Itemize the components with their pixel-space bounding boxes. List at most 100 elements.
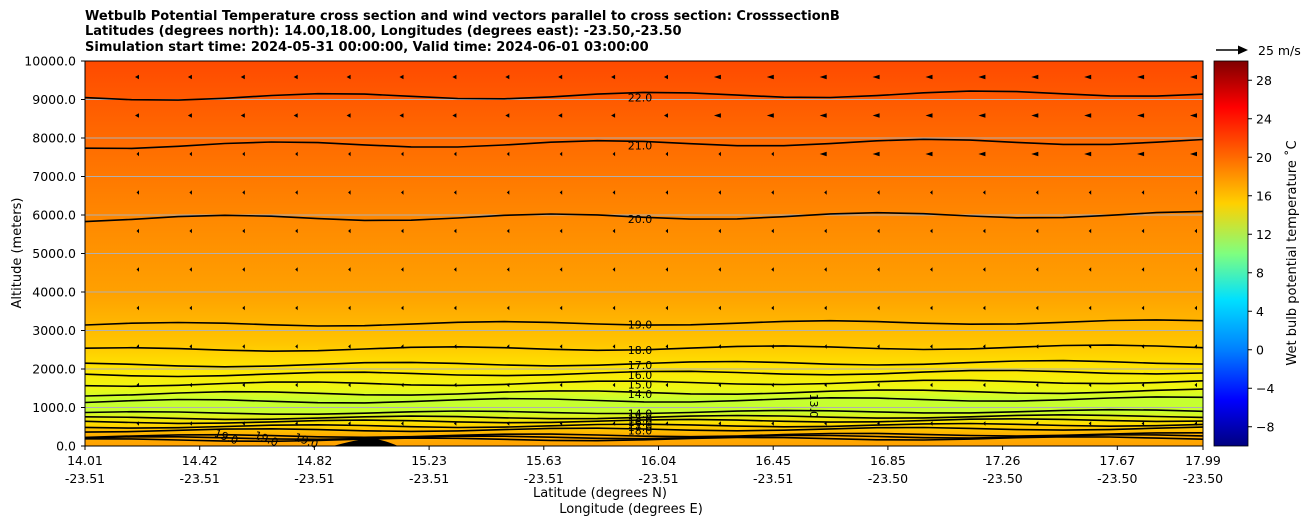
wind-vector-arrow (771, 190, 774, 195)
wind-vector-arrow (1035, 305, 1039, 311)
wind-vector-arrow (665, 228, 668, 234)
wind-vector-arrow (1190, 113, 1197, 118)
wind-vector-arrow (877, 344, 880, 349)
wind-vector-arrow (452, 113, 457, 118)
wind-vector-arrow (559, 382, 563, 388)
wind-vector-arrow (664, 113, 668, 118)
wind-vector-arrow (1194, 228, 1197, 234)
wind-vector-arrow (611, 74, 616, 80)
x-tick-label-lon: -23.51 (294, 471, 334, 486)
wind-vector-arrow (1035, 382, 1039, 388)
wind-vector-arrow (187, 113, 192, 118)
wind-vector-arrow (1137, 113, 1145, 118)
wind-vector-arrow (612, 190, 616, 195)
y-tick-label: 2000.0 (32, 362, 76, 377)
wind-vector-arrow (242, 151, 245, 157)
wind-vector-arrow (1035, 267, 1039, 272)
wind-vector-arrow (135, 113, 139, 118)
wind-vector-arrow (925, 113, 933, 118)
x-tick-label-lon: -23.50 (868, 471, 908, 486)
colorbar-tick-label: 16 (1256, 188, 1272, 203)
wind-vector-arrow (136, 305, 139, 311)
wind-vector-arrow (401, 228, 404, 234)
y-tick-label: 5000.0 (32, 246, 76, 261)
wind-vector-arrow (664, 74, 668, 80)
wind-vector-arrow (295, 151, 298, 157)
contour-line (84, 138, 1204, 150)
wind-vector-arrow (348, 305, 351, 311)
wind-vector-arrow (242, 382, 245, 388)
wind-vector-arrow (611, 113, 616, 118)
contour-label: 17.0 (628, 359, 653, 372)
wind-vector-arrow (1141, 190, 1145, 195)
wind-vector-arrow (453, 190, 457, 195)
colorbar-gradient (1213, 60, 1249, 447)
contour-label: 22.0 (628, 92, 653, 105)
contour-line (84, 396, 1204, 404)
wind-vector-arrow (718, 190, 721, 195)
contour-label: 21.0 (628, 140, 653, 153)
wind-vector-arrow (982, 190, 986, 195)
wind-vector-arrow (452, 74, 457, 80)
wind-vector-arrow (612, 382, 616, 388)
vector-key-label: 25 m/s (1258, 43, 1301, 58)
wind-vector-arrow (824, 228, 827, 234)
wind-vector-arrow (401, 421, 404, 426)
wind-vector-arrow (978, 113, 986, 118)
wind-vector-arrow (930, 344, 933, 349)
wind-vector-arrow (136, 190, 139, 195)
wind-vector-arrow (718, 151, 721, 157)
wind-vector-arrow (295, 267, 298, 272)
wind-vector-arrow (771, 267, 774, 272)
contour-line (84, 210, 1204, 223)
wind-vector-arrow (505, 74, 510, 80)
wind-vector-arrow (348, 151, 351, 157)
wind-vector-arrow (1088, 190, 1092, 195)
wind-vector-arrow (771, 228, 774, 234)
contour-label: 18.0 (628, 425, 653, 438)
contour-line (84, 359, 1204, 368)
wind-vector-arrow (401, 267, 404, 272)
y-tick-label: 0.0 (56, 439, 76, 454)
contour-label: 14.0 (628, 407, 653, 420)
colorbar-tick-label: −8 (1256, 419, 1274, 434)
wind-vector-arrow (242, 228, 245, 234)
wind-vector-arrow (925, 151, 933, 157)
wind-vector-arrow (401, 305, 404, 311)
colorbar-tick-label: 28 (1256, 73, 1272, 88)
y-axis-label: Altitude (meters) (10, 198, 25, 309)
wind-vector-arrow (665, 305, 668, 311)
wind-vector-arrow (718, 228, 721, 234)
x-tick-label-lon: -23.51 (524, 471, 564, 486)
wind-vector-arrow (872, 151, 880, 157)
x-tick-label-lon: -23.50 (1183, 471, 1223, 486)
wind-vector-arrow (1031, 151, 1039, 157)
colorbar-tick-label: 8 (1256, 265, 1264, 280)
colorbar-tick-label: 4 (1256, 304, 1264, 319)
wind-vector-arrow (877, 305, 880, 311)
wind-vector-arrow (559, 267, 563, 272)
wind-vector-arrow (824, 267, 827, 272)
wind-vector-arrow (506, 190, 510, 195)
wind-vector-arrow (978, 74, 986, 80)
wind-vector-arrow (771, 151, 774, 157)
wind-vector-arrow (665, 344, 668, 349)
contour-line (84, 435, 1204, 443)
wind-vector-arrow (346, 74, 351, 80)
wind-vector-arrow (1137, 151, 1145, 157)
wind-vector-arrow (136, 267, 139, 272)
wind-vector-arrow (348, 267, 351, 272)
wind-vector-arrow (718, 421, 721, 426)
x-tick-label-lat: 15.23 (411, 453, 447, 468)
colorbar-tick-label: 24 (1256, 111, 1272, 126)
wind-vector-arrow (713, 113, 721, 118)
wind-vector-arrow (925, 74, 933, 80)
x-tick-label-lat: 14.01 (67, 453, 103, 468)
wind-vector-arrow (240, 74, 245, 80)
wind-vector-arrow (612, 228, 616, 234)
wind-vector-arrow (1141, 228, 1145, 234)
contour-line (84, 413, 1204, 421)
wind-vector-arrow (1141, 421, 1145, 426)
wind-vector-arrow (982, 267, 986, 272)
wind-vector-arrow (982, 228, 986, 234)
